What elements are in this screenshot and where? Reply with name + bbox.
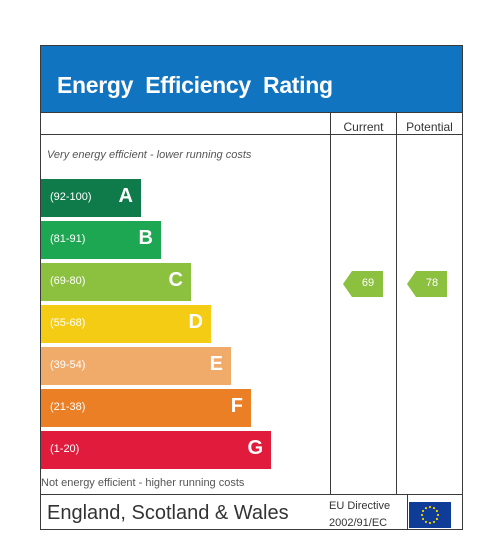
directive-line-2: 2002/91/EC: [329, 517, 388, 529]
band-letter: G: [247, 437, 263, 459]
band-letter: E: [209, 353, 223, 375]
current-rating-arrow: 69: [343, 271, 383, 297]
arrow-shape: [407, 271, 447, 297]
eu-star: [421, 517, 425, 521]
band-a: (92-100) A: [41, 179, 141, 217]
footer-divider: [407, 494, 408, 530]
divider: [41, 134, 462, 135]
eu-star: [436, 513, 440, 517]
band-g: (1-20) G: [41, 431, 271, 469]
epc-chart: Energy Efficiency Rating Current Potenti…: [40, 45, 463, 530]
chart-title: Energy Efficiency Rating: [57, 72, 333, 98]
region-label: England, Scotland & Wales: [47, 502, 289, 524]
eu-flag-icon: [409, 502, 451, 528]
inefficient-note: Not energy efficient - higher running co…: [41, 477, 245, 489]
band-range: (81-91): [50, 233, 86, 245]
eu-star: [421, 509, 425, 513]
band-letter: B: [138, 227, 153, 249]
directive-line-1: EU Directive: [329, 500, 391, 512]
eu-star: [435, 509, 439, 513]
band-letter: F: [230, 395, 243, 417]
band-range: (69-80): [50, 275, 86, 287]
band-range: (92-100): [50, 191, 92, 203]
eu-star: [424, 520, 428, 524]
eu-star: [424, 506, 428, 510]
column-divider: [330, 112, 331, 494]
potential-rating-value: 78: [425, 277, 439, 289]
band-range: (39-54): [50, 359, 86, 371]
band-f: (21-38) F: [41, 389, 251, 427]
band-d: (55-68) D: [41, 305, 211, 343]
current-column-header: Current: [343, 120, 384, 134]
eu-directive: EU Directive 2002/91/EC: [329, 498, 390, 532]
eu-star: [428, 521, 432, 525]
potential-column-header: Potential: [406, 120, 453, 134]
eu-star: [432, 506, 436, 510]
eu-stars: [420, 505, 440, 525]
eu-star: [435, 517, 439, 521]
band-letter: D: [188, 311, 203, 333]
eu-star: [432, 520, 436, 524]
eu-star: [420, 513, 424, 517]
potential-rating-arrow: 78: [407, 271, 447, 297]
band-range: (21-38): [50, 401, 86, 413]
eu-star: [428, 505, 432, 509]
band-e: (39-54) E: [41, 347, 231, 385]
column-divider: [396, 112, 397, 494]
arrow-shape: [343, 271, 383, 297]
band-range: (55-68): [50, 317, 86, 329]
chart-header: Energy Efficiency Rating: [41, 46, 462, 112]
divider: [41, 494, 462, 495]
band-c: (69-80) C: [41, 263, 191, 301]
current-rating-value: 69: [361, 277, 375, 289]
efficient-note: Very energy efficient - lower running co…: [47, 149, 252, 161]
band-letter: C: [168, 269, 183, 291]
band-b: (81-91) B: [41, 221, 161, 259]
divider: [41, 112, 462, 113]
band-letter: A: [118, 185, 133, 207]
band-range: (1-20): [50, 443, 80, 455]
